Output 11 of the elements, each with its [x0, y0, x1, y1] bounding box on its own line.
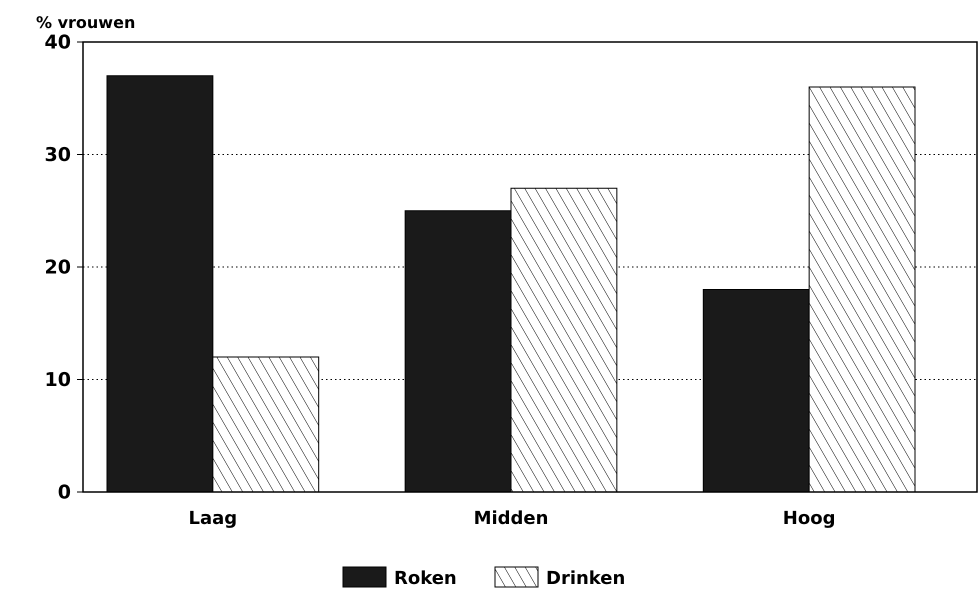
x-tick-label: Midden — [474, 508, 548, 529]
y-tick-label: 30 — [44, 144, 71, 166]
x-tick-label: Hoog — [782, 508, 836, 529]
y-tick-label: 20 — [44, 256, 71, 279]
y-tick-label: 40 — [44, 32, 71, 54]
legend-label: Drinken — [546, 568, 626, 589]
y-tick-label: 10 — [44, 369, 71, 392]
y-tick-label: 0 — [58, 482, 71, 504]
legend-label: Roken — [394, 568, 457, 589]
x-tick-label: Laag — [188, 508, 238, 529]
y-axis-title: % vrouwen — [36, 13, 136, 32]
